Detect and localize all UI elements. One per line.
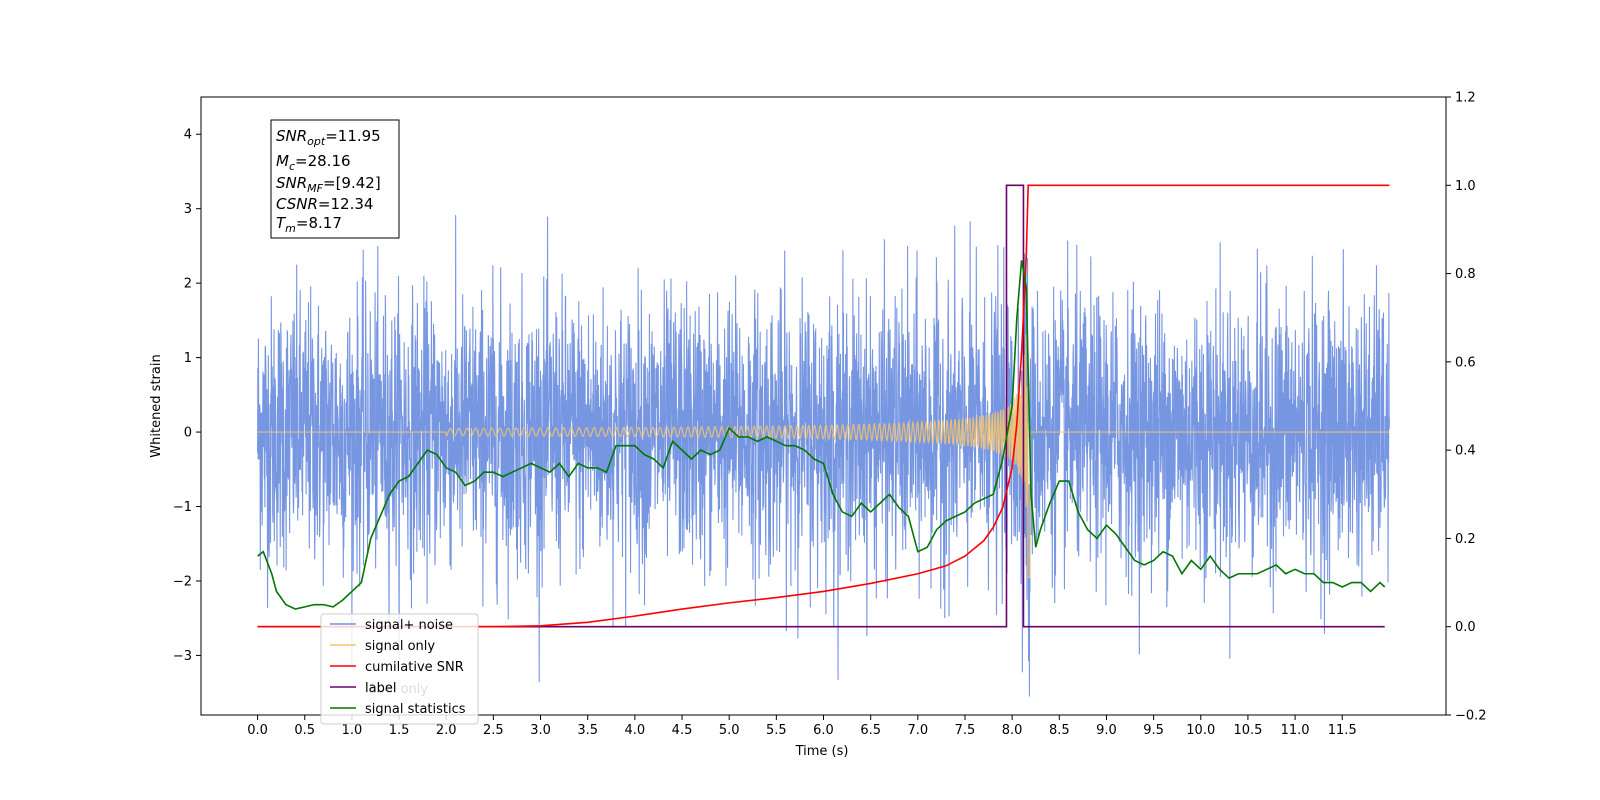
annotation-value-snr-mf: =[9.42] [323,174,381,192]
x-tick-label: 3.5 [577,723,598,738]
legend-label-signal-statistics: signal statistics [365,702,466,717]
x-tick-label: 9.5 [1143,723,1164,738]
annotation-value-snr-opt: =11.95 [325,127,381,145]
y2-tick-label: 0.6 [1455,355,1476,370]
legend-label-label: label [365,681,396,696]
series-signal-only [257,334,1390,579]
x-tick-label: 8.0 [1002,723,1023,738]
x-tick-label: 5.0 [719,723,740,738]
x-axis-label: Time (s) [795,744,849,759]
y-axis-right: 1.2 1.0 0.8 0.6 0.4 0.2 0.0 −0.2 [1446,91,1487,724]
legend-label-signal-noise: signal+ noise [365,618,453,633]
y-tick-label: −2 [173,574,192,589]
y2-tick-label: 0.2 [1455,532,1476,547]
y-tick-label: −3 [173,649,192,664]
legend: label only signal+ noise signal only cum… [320,613,479,725]
series-cumilative-snr [257,184,1390,628]
legend-label-cumilative-snr: cumilative SNR [365,660,464,675]
svg-text:Mc=28.16: Mc=28.16 [276,152,351,173]
series-layer [257,184,1390,697]
y2-tick-label: −0.2 [1455,709,1487,724]
x-tick-label: 7.5 [955,723,976,738]
x-tick-label: 10.0 [1186,723,1215,738]
annotation-label-snr-mf: SNR [276,174,307,192]
x-axis: 0.0 0.5 1.0 1.5 2.0 2.5 3.0 3.5 4.0 4.5 5.0 5.5 6.0 6… [247,715,1357,738]
x-tick-label: 6.5 [860,723,881,738]
annotation-sub-tm: m [285,222,296,235]
x-tick-label: 8.5 [1049,723,1070,738]
annotation-sub-snr-opt: opt [307,135,326,148]
y2-tick-label: 1.0 [1455,179,1476,194]
legend-label-signal-only: signal only [365,639,435,654]
y2-tick-label: 0.8 [1455,267,1476,282]
y-tick-label: 2 [184,277,192,292]
series-signal-statistics [257,260,1386,610]
annotation-label-csnr: CSNR [276,195,318,213]
svg-text:SNRopt=11.95: SNRopt=11.95 [276,127,381,148]
x-tick-label: 6.0 [813,723,834,738]
x-tick-label: 4.0 [625,723,646,738]
annotation-sub-snr-mf: MF [307,182,323,195]
annotation-value-mc: =28.16 [295,152,351,170]
y2-tick-label: 1.2 [1455,91,1476,106]
y2-tick-label: 0.4 [1455,444,1476,459]
annotation-label-tm: T [276,214,287,232]
y-tick-label: 0 [184,426,192,441]
annotation-label-mc: M [276,152,289,170]
x-tick-label: 0.0 [247,723,268,738]
y-tick-label: 4 [184,128,192,143]
series-label [257,184,1385,628]
annotation-label-snr-opt: SNR [276,127,307,145]
x-tick-label: 2.5 [483,723,504,738]
svg-text:CSNR=12.34: CSNR=12.34 [276,195,373,213]
y-axis-label: Whitened strain [149,354,164,457]
x-tick-label: 2.0 [436,723,457,738]
y-tick-label: 1 [184,351,192,366]
x-tick-label: 11.5 [1328,723,1357,738]
y-tick-label: 3 [184,202,192,217]
x-tick-label: 5.5 [766,723,787,738]
x-tick-label: 10.5 [1233,723,1262,738]
annotation-box: SNRopt=11.95 Mc=28.16 SNRMF=[9.42] CSNR=… [270,119,400,239]
annotation-value-tm: =8.17 [296,214,342,232]
y2-tick-label: 0.0 [1455,620,1476,635]
x-tick-label: 4.5 [672,723,693,738]
series-signal-noise [257,215,1390,697]
svg-text:Tm=8.17: Tm=8.17 [276,214,342,235]
x-tick-label: 11.0 [1281,723,1310,738]
y-axis-left: 4 3 2 1 0 −1 −2 −3 [173,128,201,664]
svg-text:SNRMF=[9.42]: SNRMF=[9.42] [276,174,381,195]
x-tick-label: 7.0 [907,723,928,738]
x-tick-label: 9.0 [1096,723,1117,738]
annotation-value-csnr: =12.34 [318,195,374,213]
x-tick-label: 3.0 [530,723,551,738]
annotation-sub-mc: c [289,160,295,173]
x-tick-label: 0.5 [294,723,315,738]
x-tick-label: 1.0 [342,723,363,738]
legend-hidden-label: label only [365,682,428,697]
y-tick-label: −1 [173,500,192,515]
x-tick-label: 1.5 [389,723,410,738]
